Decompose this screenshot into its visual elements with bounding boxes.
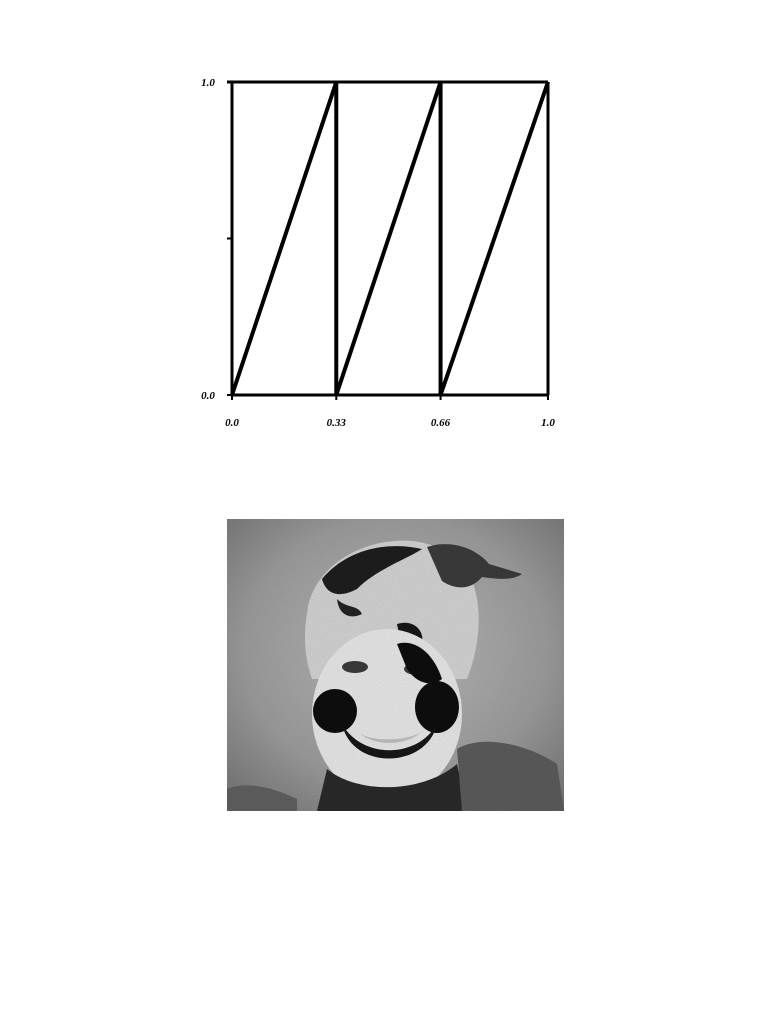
y-tick-label: 1.0 bbox=[201, 77, 215, 89]
series-line-0 bbox=[230, 81, 550, 396]
x-tick-label: 0.66 bbox=[431, 417, 451, 429]
chart-svg: 0.0 0.33 0.66 1.0 0.0 1.0 bbox=[201, 77, 555, 429]
solarized-face-photo bbox=[227, 519, 564, 811]
chart-labels: 0.0 0.33 0.66 1.0 0.0 1.0 bbox=[201, 77, 555, 429]
photo-image bbox=[227, 519, 564, 811]
series-segment bbox=[232, 82, 336, 395]
sawtooth-chart: 0.0 0.33 0.66 1.0 0.0 1.0 bbox=[0, 0, 782, 460]
series-segment bbox=[336, 82, 440, 395]
chart-series bbox=[230, 81, 550, 396]
series-segment bbox=[441, 82, 548, 395]
x-tick-label: 0.0 bbox=[225, 417, 239, 429]
chart-ticks bbox=[227, 81, 549, 400]
x-tick-label: 1.0 bbox=[541, 417, 555, 429]
y-tick-label: 0.0 bbox=[201, 390, 215, 402]
chart-frame bbox=[227, 80, 550, 397]
x-tick-label: 0.33 bbox=[327, 417, 347, 429]
